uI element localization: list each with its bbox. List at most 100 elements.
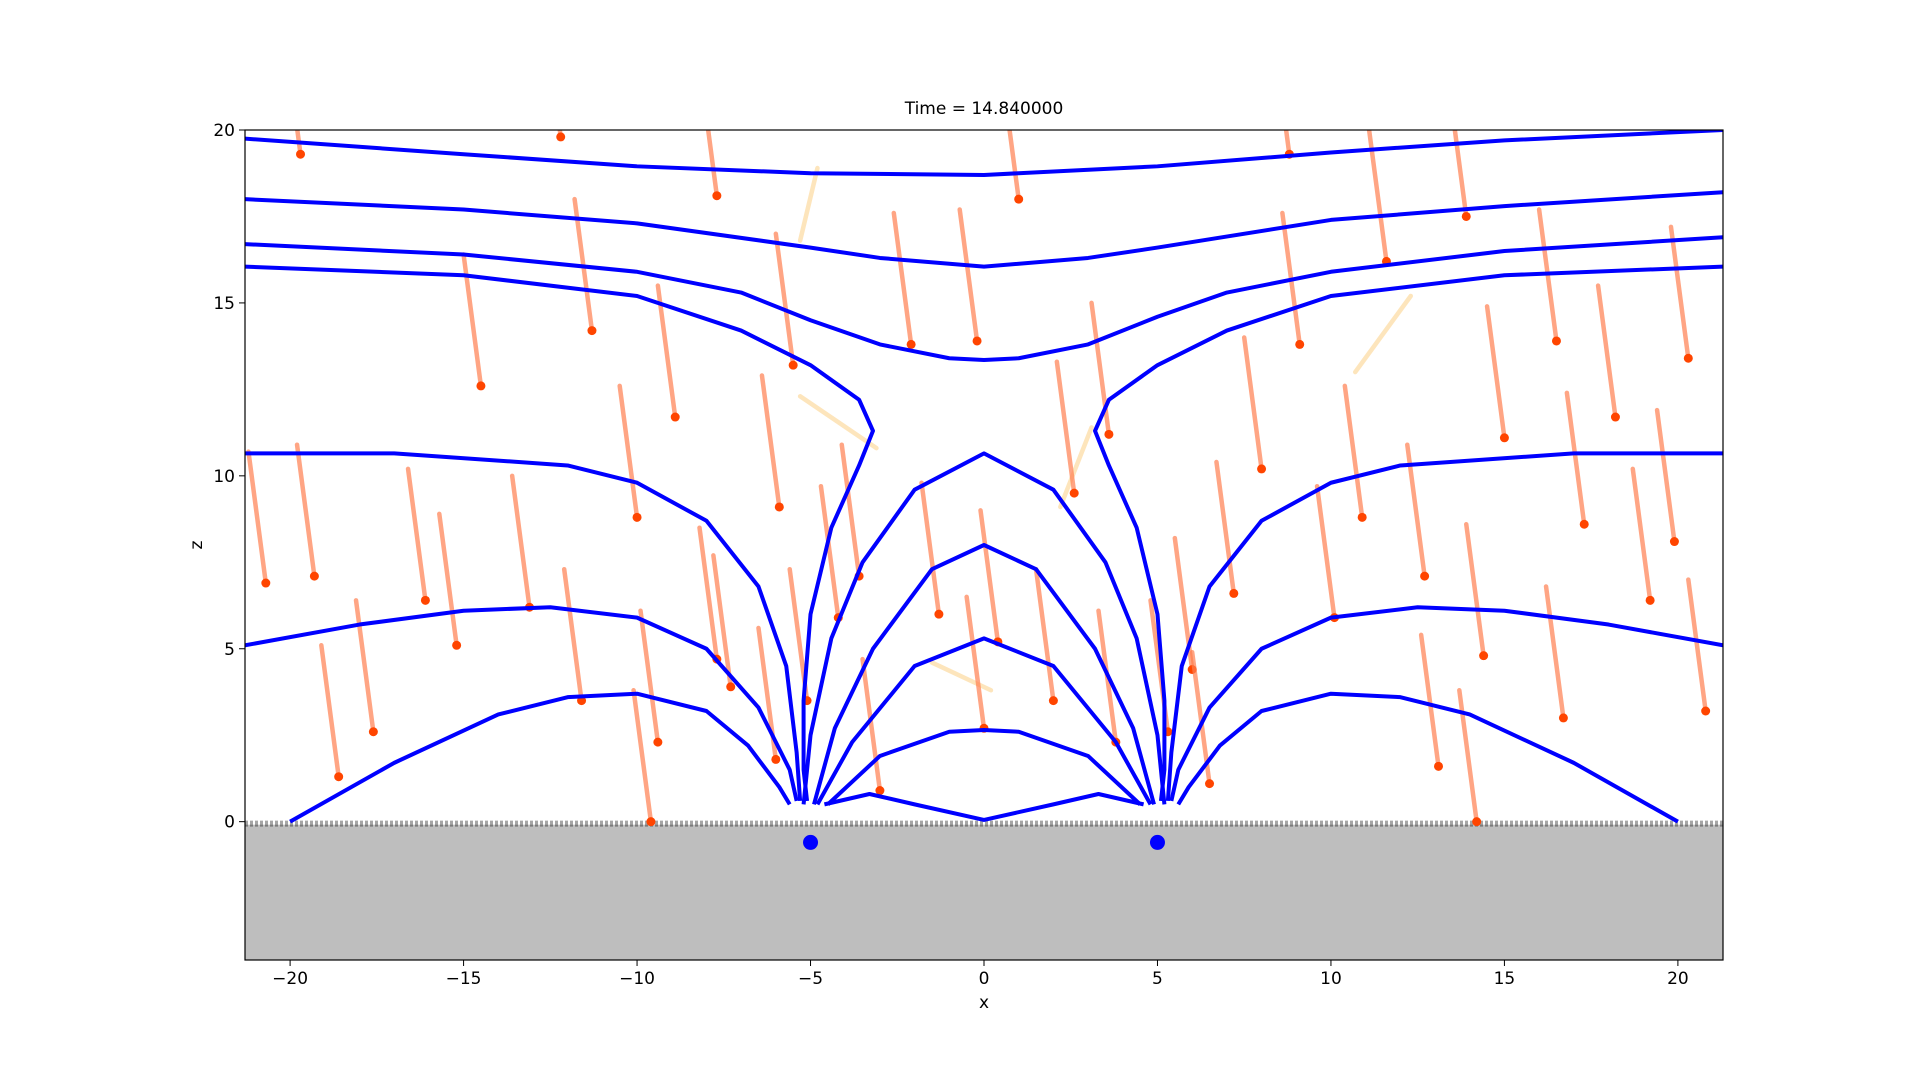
- field-line: [289, 691, 792, 824]
- particle-trail: [631, 688, 654, 824]
- particle-trail: [1418, 632, 1441, 769]
- particle-trail: [1630, 466, 1653, 603]
- particle-trail: [1314, 483, 1337, 620]
- particle: [774, 502, 784, 512]
- y-axis-label: z: [187, 540, 207, 549]
- chart-title: Time = 14.840000: [904, 99, 1064, 119]
- particle: [1558, 713, 1568, 723]
- particle: [1434, 761, 1444, 771]
- particle-trail: [705, 130, 720, 198]
- particle: [875, 786, 885, 796]
- particle-trail: [1342, 383, 1365, 520]
- y-tick-label: 10: [213, 467, 235, 487]
- field-line: [815, 636, 1153, 806]
- particle: [1069, 488, 1079, 498]
- particle: [1669, 537, 1679, 547]
- particle-trail: [711, 553, 733, 690]
- magnet: [803, 834, 819, 850]
- particle: [1701, 706, 1711, 716]
- particle: [1420, 571, 1430, 581]
- particle-trail: [1007, 130, 1021, 202]
- x-tick-label: −15: [446, 969, 482, 989]
- particle: [420, 595, 430, 605]
- particle-trail: [1054, 359, 1077, 496]
- particle-trail: [1366, 130, 1389, 264]
- particle-trail: [1595, 283, 1618, 420]
- particle: [452, 640, 462, 650]
- particle-trail: [246, 449, 269, 586]
- particle: [1229, 588, 1239, 598]
- field-line: [812, 543, 1156, 805]
- particle-trail: [1452, 130, 1469, 219]
- particle-trail: [929, 660, 994, 693]
- particle-trail: [1241, 335, 1264, 472]
- x-axis-label: x: [979, 993, 989, 1013]
- x-tick-label: −5: [798, 969, 823, 989]
- particle: [1551, 336, 1561, 346]
- particle-trail: [978, 508, 1001, 645]
- x-tick-label: 5: [1152, 969, 1163, 989]
- x-tick-label: −10: [619, 969, 655, 989]
- field-line: [245, 190, 1723, 269]
- particle: [788, 360, 798, 370]
- field-line: [245, 451, 803, 802]
- y-tick-label: 15: [213, 294, 235, 314]
- field-line: [1093, 264, 1723, 802]
- particle-trail: [1543, 584, 1566, 721]
- particle-trail: [1686, 577, 1708, 714]
- particle-trail: [557, 130, 563, 140]
- particle-trail: [919, 480, 942, 617]
- particle-trail: [697, 525, 720, 662]
- particle-trail: [773, 231, 796, 368]
- particle-trail: [405, 466, 428, 603]
- particle-trail: [860, 656, 883, 793]
- particle: [1257, 464, 1267, 474]
- particle-trail: [891, 210, 914, 347]
- particle-trail: [561, 566, 584, 703]
- particle-trail: [437, 511, 459, 648]
- particle-trail: [1457, 688, 1479, 824]
- particle: [368, 727, 378, 737]
- particle-trail: [797, 165, 820, 243]
- x-tick-label: 20: [1667, 969, 1689, 989]
- particle: [670, 412, 680, 422]
- field-line: [801, 451, 1167, 805]
- field-line: [1169, 605, 1723, 802]
- particle: [726, 682, 736, 692]
- y-tick-label: 5: [224, 640, 235, 660]
- particle-trail: [295, 130, 303, 157]
- particle: [1205, 779, 1215, 789]
- x-tick-label: 0: [979, 969, 990, 989]
- particle: [712, 191, 722, 201]
- particle-trail: [818, 483, 841, 620]
- particle-trail: [1564, 390, 1587, 527]
- particle-trail: [294, 442, 317, 579]
- y-tick-label: 20: [213, 121, 235, 141]
- particle: [906, 339, 916, 349]
- field-line: [245, 235, 1723, 362]
- particle: [296, 149, 306, 159]
- particle: [556, 132, 566, 142]
- particle: [771, 754, 781, 764]
- y-tick-label: 0: [224, 813, 235, 833]
- particle: [1499, 433, 1509, 443]
- particle: [1104, 429, 1114, 439]
- particle-trail: [1352, 293, 1413, 375]
- field-line: [245, 264, 875, 802]
- field-line: [1176, 691, 1679, 824]
- particle: [1579, 519, 1589, 529]
- particle-trail: [797, 394, 879, 451]
- particle-trail: [1484, 304, 1507, 441]
- particle-trail: [617, 383, 640, 520]
- x-tick-label: 15: [1494, 969, 1516, 989]
- particle-trail: [1089, 300, 1112, 437]
- particle: [646, 817, 656, 827]
- field-line: [245, 130, 1723, 177]
- field-line: [823, 792, 1145, 822]
- particle-trail: [1033, 566, 1056, 703]
- particle: [1472, 817, 1482, 827]
- particle-trail: [1058, 425, 1094, 510]
- particle: [1048, 696, 1058, 706]
- particle: [261, 578, 271, 588]
